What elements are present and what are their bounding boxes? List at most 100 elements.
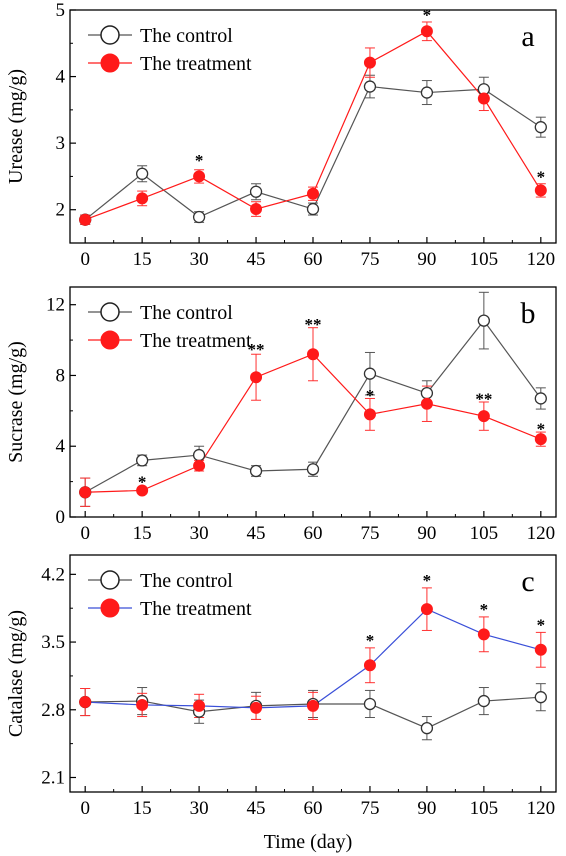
x-tick-label: 15 xyxy=(133,523,152,544)
legend-control-label: The control xyxy=(140,570,233,592)
x-tick-label: 105 xyxy=(470,523,499,544)
x-tick-label: 45 xyxy=(247,798,266,819)
x-tick-label: 120 xyxy=(527,798,556,819)
legend-treatment-label: The treatment xyxy=(140,598,252,620)
x-tick-label: 30 xyxy=(190,798,209,819)
significance-marker: * xyxy=(423,571,432,590)
panel-letter: b xyxy=(521,297,536,330)
control-point xyxy=(420,722,434,735)
control-point xyxy=(306,202,320,216)
y-tick-label: 4.2 xyxy=(41,564,65,585)
legend-treatment-marker xyxy=(100,53,120,73)
significance-marker: ** xyxy=(305,315,322,334)
legend-control-label: The control xyxy=(140,25,233,47)
treatment-point xyxy=(136,192,149,205)
treatment-point xyxy=(250,203,263,216)
legend-treatment-label: The treatment xyxy=(140,330,252,352)
significance-marker: * xyxy=(480,600,489,619)
treatment-point xyxy=(136,484,149,497)
x-tick-label: 60 xyxy=(304,798,323,819)
treatment-point xyxy=(363,659,376,672)
y-tick-label: 4 xyxy=(56,67,66,88)
control-point xyxy=(135,454,149,467)
treatment-point xyxy=(79,213,92,226)
x-axis-label: Time (day) xyxy=(264,831,353,853)
control-point xyxy=(477,694,491,708)
y-tick-label: 8 xyxy=(56,365,66,386)
x-tick-label: 90 xyxy=(417,523,436,544)
treatment-point xyxy=(307,187,319,200)
x-tick-label: 60 xyxy=(304,249,323,270)
x-tick-label: 105 xyxy=(470,798,499,819)
control-point xyxy=(363,367,377,380)
treatment-point xyxy=(193,459,206,472)
control-point xyxy=(363,697,377,711)
y-axis-label: Catalase (mg/g) xyxy=(5,610,27,737)
x-tick-label: 75 xyxy=(360,523,379,544)
treatment-point xyxy=(420,397,433,410)
control-point xyxy=(135,167,149,180)
x-tick-label: 90 xyxy=(417,798,436,819)
legend-treatment-marker xyxy=(100,330,120,350)
x-tick-label: 75 xyxy=(360,798,379,819)
x-tick-label: 90 xyxy=(417,249,436,270)
x-tick-label: 105 xyxy=(470,249,499,270)
x-tick-label: 0 xyxy=(80,249,90,270)
significance-marker: ** xyxy=(475,389,492,408)
legend-control-marker xyxy=(100,302,120,322)
x-tick-label: 45 xyxy=(247,523,266,544)
x-tick-label: 120 xyxy=(527,249,556,270)
legend: The control The treatment xyxy=(88,25,252,75)
y-tick-label: 0 xyxy=(56,507,66,528)
panel-letter: c xyxy=(521,565,534,598)
x-tick-label: 0 xyxy=(80,798,90,819)
legend: The control The treatment xyxy=(88,570,252,620)
y-axis-label: Urease (mg/g) xyxy=(5,69,27,184)
y-axis-label: Sucrase (mg/g) xyxy=(5,341,27,463)
x-tick-label: 15 xyxy=(133,798,152,819)
control-point xyxy=(420,387,434,400)
control-point xyxy=(534,121,547,134)
treatment-point xyxy=(477,410,490,423)
y-tick-label: 12 xyxy=(46,295,65,316)
treatment-point xyxy=(534,184,547,197)
control-point xyxy=(192,448,206,462)
control-point xyxy=(249,464,263,478)
legend-treatment-marker xyxy=(100,598,120,618)
significance-marker: * xyxy=(138,473,147,492)
significance-marker: * xyxy=(537,420,546,439)
y-tick-label: 3.5 xyxy=(41,632,65,653)
significance-marker: * xyxy=(537,167,546,186)
treatment-point xyxy=(193,170,206,183)
significance-marker: ** xyxy=(248,340,265,359)
treatment-point xyxy=(136,698,149,711)
x-tick-label: 45 xyxy=(247,249,266,270)
x-tick-label: 120 xyxy=(527,523,556,544)
treatment-point xyxy=(307,348,319,361)
control-point xyxy=(534,392,547,405)
treatment-point xyxy=(79,486,92,499)
control-point xyxy=(534,691,547,704)
significance-marker: * xyxy=(537,616,546,635)
treatment-point xyxy=(250,371,263,384)
treatment-point xyxy=(534,643,547,656)
panel-letter: a xyxy=(521,20,534,53)
treatment-point xyxy=(477,92,490,105)
legend-control-label: The control xyxy=(140,302,233,324)
panel-c: 0 15 30 45 60 75 90 105 120 2.1 2.8 3.5 4.2 Catalase … xyxy=(5,554,557,819)
x-tick-label: 75 xyxy=(360,249,379,270)
y-tick-label: 2 xyxy=(56,200,66,221)
treatment-point xyxy=(420,25,433,38)
legend-control-marker xyxy=(100,570,120,590)
panel-b: 0 15 30 45 60 75 90 105 120 0 4 8 12 Sucrase (mg/g) b *… xyxy=(5,286,557,544)
treatment-point xyxy=(307,699,319,712)
significance-marker: * xyxy=(366,631,375,650)
control-point xyxy=(363,80,377,93)
y-tick-label: 3 xyxy=(56,133,66,154)
significance-marker: * xyxy=(366,386,375,405)
y-tick-label: 4 xyxy=(56,436,66,457)
legend-treatment-label: The treatment xyxy=(140,53,252,75)
y-tick-label: 5 xyxy=(56,0,66,21)
